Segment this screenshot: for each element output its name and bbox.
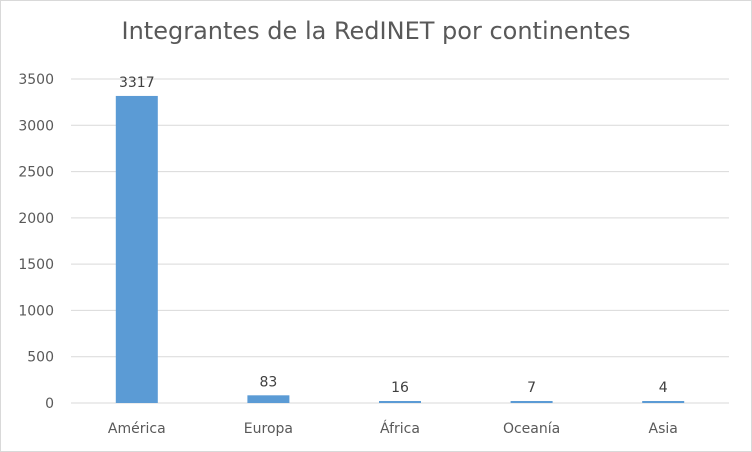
data-label: 7 (527, 380, 536, 396)
y-tick-label: 3000 (18, 118, 54, 134)
y-tick-label: 500 (27, 350, 54, 366)
bar (379, 401, 421, 403)
y-axis-ticks: 0 500 1000 1500 2000 2500 3000 3500 (18, 72, 54, 412)
x-tick-label: Asia (649, 421, 678, 437)
y-tick-label: 1500 (18, 257, 54, 273)
x-tick-label: Europa (244, 421, 293, 437)
bar (115, 95, 158, 403)
y-tick-label: 2500 (18, 165, 54, 181)
data-label: 83 (259, 374, 277, 390)
y-tick-label: 3500 (18, 72, 54, 88)
bar (642, 401, 685, 403)
bar (247, 395, 290, 403)
gridlines (71, 78, 729, 404)
chart-title: Integrantes de la RedINET por continente… (121, 17, 631, 45)
x-tick-label: África (380, 420, 420, 437)
x-tick-label: Oceanía (503, 421, 560, 437)
data-label: 3317 (119, 75, 155, 91)
y-tick-label: 0 (45, 396, 54, 412)
bars (115, 95, 685, 403)
x-axis-ticks: América Europa África Oceanía Asia (108, 420, 678, 437)
data-label: 4 (659, 380, 668, 396)
y-tick-label: 2000 (18, 211, 54, 227)
data-labels: 3317 83 16 7 4 (119, 75, 668, 396)
bar (510, 401, 553, 403)
y-tick-label: 1000 (18, 303, 54, 319)
x-tick-label: América (108, 421, 166, 437)
data-label: 16 (391, 380, 409, 396)
